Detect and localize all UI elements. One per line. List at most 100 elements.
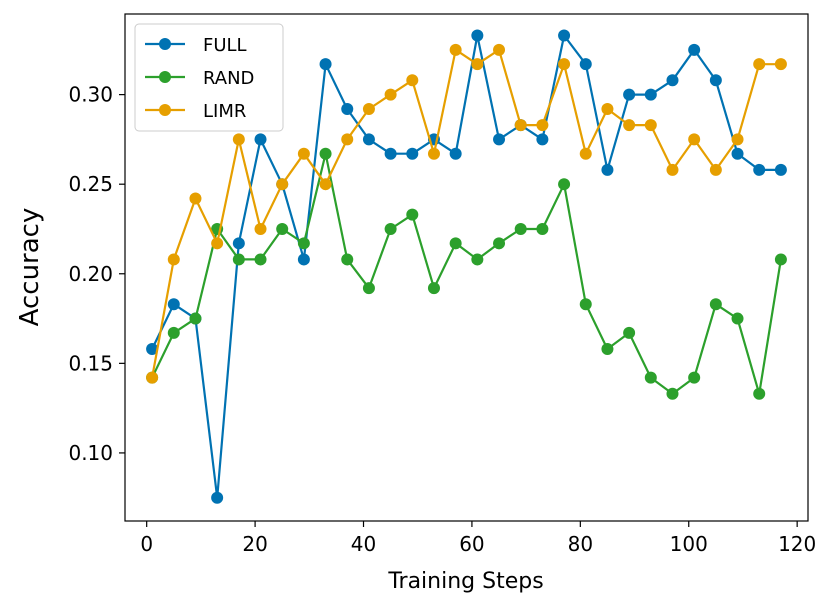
legend-label-full: FULL bbox=[203, 35, 247, 56]
data-point-rand bbox=[471, 253, 484, 266]
data-point-limr bbox=[709, 163, 722, 176]
data-point-limr bbox=[688, 133, 701, 146]
data-point-limr bbox=[558, 58, 571, 71]
data-point-rand bbox=[623, 326, 636, 339]
y-tick-label: 0.20 bbox=[68, 262, 113, 286]
data-point-rand bbox=[709, 298, 722, 311]
data-point-limr bbox=[601, 102, 614, 115]
legend-box bbox=[134, 23, 284, 132]
data-point-rand bbox=[688, 371, 701, 384]
x-tick-label: 60 bbox=[459, 532, 484, 556]
data-point-rand bbox=[536, 222, 549, 235]
y-axis: 0.10 0.15 0.20 0.25 0.30 bbox=[68, 83, 125, 465]
legend-marker-limr bbox=[159, 104, 171, 116]
data-point-rand bbox=[276, 222, 289, 235]
data-point-full bbox=[362, 133, 375, 146]
data-point-rand bbox=[753, 387, 766, 400]
data-point-limr bbox=[276, 178, 289, 191]
data-point-rand bbox=[666, 387, 679, 400]
data-point-limr bbox=[666, 163, 679, 176]
data-point-rand bbox=[493, 237, 506, 250]
y-tick-label: 0.25 bbox=[68, 172, 113, 196]
data-point-full bbox=[297, 253, 310, 266]
data-point-limr bbox=[493, 43, 506, 56]
data-point-limr bbox=[514, 119, 527, 132]
series-layer bbox=[146, 29, 787, 504]
y-tick-label: 0.10 bbox=[68, 441, 113, 465]
plot-frame bbox=[124, 13, 809, 522]
data-point-rand bbox=[189, 312, 202, 325]
data-point-limr bbox=[406, 74, 419, 87]
data-point-limr bbox=[167, 253, 180, 266]
data-point-full bbox=[232, 237, 245, 250]
data-point-rand bbox=[406, 208, 419, 221]
data-point-limr bbox=[731, 133, 744, 146]
legend-marker-full bbox=[159, 38, 171, 50]
data-point-limr bbox=[189, 192, 202, 205]
x-tick-label: 20 bbox=[242, 532, 267, 556]
data-point-limr bbox=[471, 58, 484, 71]
y-tick-label: 0.15 bbox=[68, 351, 113, 375]
data-point-full bbox=[254, 133, 267, 146]
data-point-full bbox=[731, 147, 744, 160]
data-point-rand bbox=[644, 371, 657, 384]
data-point-rand bbox=[297, 237, 310, 250]
data-point-rand bbox=[514, 222, 527, 235]
data-point-limr bbox=[319, 178, 332, 191]
series-line-rand bbox=[151, 152, 782, 395]
y-tick-label: 0.30 bbox=[68, 83, 113, 107]
data-point-limr bbox=[753, 58, 766, 71]
data-point-limr bbox=[536, 119, 549, 132]
data-point-rand bbox=[449, 237, 462, 250]
data-point-rand bbox=[384, 222, 397, 235]
data-point-full bbox=[493, 133, 506, 146]
data-point-full bbox=[774, 163, 787, 176]
data-point-rand bbox=[731, 312, 744, 325]
data-point-rand bbox=[232, 253, 245, 266]
data-point-full bbox=[623, 88, 636, 101]
data-point-full bbox=[644, 88, 657, 101]
data-point-limr bbox=[254, 222, 267, 235]
series-line-full bbox=[151, 34, 781, 499]
legend-marker-rand bbox=[159, 71, 171, 83]
data-point-rand bbox=[362, 282, 375, 295]
data-point-full bbox=[688, 43, 701, 56]
legend-label-rand: RAND bbox=[203, 68, 254, 89]
data-point-full bbox=[449, 147, 462, 160]
data-point-rand bbox=[579, 298, 592, 311]
x-tick-label: 80 bbox=[568, 532, 593, 556]
x-tick-label: 40 bbox=[351, 532, 376, 556]
data-point-limr bbox=[449, 43, 462, 56]
y-axis-label: Accuracy bbox=[15, 208, 45, 327]
series-line-limr bbox=[151, 48, 781, 378]
data-point-limr bbox=[232, 133, 245, 146]
x-tick-label: 120 bbox=[778, 532, 816, 556]
data-point-full bbox=[709, 74, 722, 87]
data-point-full bbox=[471, 29, 484, 42]
data-point-full bbox=[406, 147, 419, 160]
data-point-limr bbox=[341, 133, 354, 146]
data-point-limr bbox=[644, 119, 657, 132]
legend: FULL RAND LIMR bbox=[134, 23, 284, 132]
data-point-rand bbox=[774, 253, 787, 266]
data-point-limr bbox=[146, 371, 159, 384]
data-point-limr bbox=[579, 147, 592, 160]
data-point-rand bbox=[167, 326, 180, 339]
x-tick-label: 0 bbox=[140, 532, 153, 556]
data-point-rand bbox=[558, 178, 571, 191]
data-point-rand bbox=[341, 253, 354, 266]
data-point-limr bbox=[211, 237, 224, 250]
data-point-full bbox=[341, 102, 354, 115]
x-axis-label: Training Steps bbox=[387, 569, 543, 594]
legend-label-limr: LIMR bbox=[203, 101, 246, 122]
data-point-rand bbox=[601, 343, 614, 356]
data-point-full bbox=[167, 298, 180, 311]
data-point-limr bbox=[623, 119, 636, 132]
data-point-limr bbox=[384, 88, 397, 101]
data-point-rand bbox=[254, 253, 267, 266]
data-point-full bbox=[384, 147, 397, 160]
data-point-full bbox=[536, 133, 549, 146]
x-tick-label: 100 bbox=[670, 532, 708, 556]
data-point-full bbox=[146, 343, 159, 356]
